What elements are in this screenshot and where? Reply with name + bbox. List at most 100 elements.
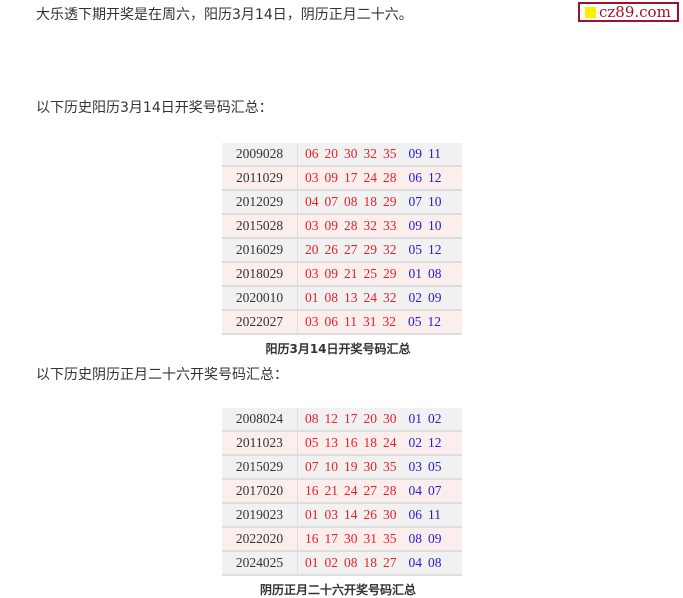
blue-ball: 02 xyxy=(408,290,423,305)
red-ball: 29 xyxy=(383,194,397,209)
red-ball: 06 xyxy=(305,146,319,161)
red-ball: 12 xyxy=(324,411,339,426)
red-ball: 16 xyxy=(344,435,358,450)
draw-id: 2022020 xyxy=(222,527,298,552)
draw-numbers: 03 06 11 31 32 05 12 xyxy=(297,310,462,335)
red-ball: 09 xyxy=(324,170,339,185)
draw-row: 2022020 16 17 30 31 35 08 09 xyxy=(222,527,462,552)
draw-id: 2012029 xyxy=(222,190,298,215)
blue-ball: 09 xyxy=(408,146,423,161)
red-ball: 09 xyxy=(324,218,339,233)
red-ball: 24 xyxy=(363,290,378,305)
draw-row: 2016029 20 26 27 29 32 05 12 xyxy=(222,238,462,263)
red-ball: 21 xyxy=(344,266,358,281)
draw-id: 2015028 xyxy=(222,214,298,239)
red-ball: 06 xyxy=(324,314,339,329)
blue-ball: 02 xyxy=(428,411,442,426)
red-ball: 35 xyxy=(383,531,397,546)
blue-ball: 10 xyxy=(428,218,442,233)
draw-id: 2020010 xyxy=(222,286,298,311)
draw-numbers: 03 09 17 24 28 06 12 xyxy=(297,166,462,191)
red-ball: 05 xyxy=(305,435,319,450)
red-ball: 16 xyxy=(305,531,319,546)
logo-text: cz89.com xyxy=(599,3,671,21)
red-ball: 25 xyxy=(363,266,378,281)
red-ball: 31 xyxy=(363,314,377,329)
solar-results-table: 2009028 06 20 30 32 35 09 11 2011029 03 09 17 24 28 06… xyxy=(222,143,462,335)
draw-row: 2011029 03 09 17 24 28 06 12 xyxy=(222,166,462,191)
red-ball: 32 xyxy=(383,290,397,305)
blue-ball: 03 xyxy=(408,459,423,474)
lunar-results-table: 2008024 08 12 17 20 30 01 02 2011023 05 13 16 18 24 02… xyxy=(222,408,462,576)
red-ball: 21 xyxy=(324,483,339,498)
red-ball: 28 xyxy=(383,483,397,498)
blue-ball: 11 xyxy=(428,507,441,522)
red-ball: 03 xyxy=(324,507,339,522)
blue-ball: 05 xyxy=(428,459,442,474)
red-ball: 09 xyxy=(324,266,339,281)
red-ball: 03 xyxy=(305,266,319,281)
red-ball: 28 xyxy=(344,218,358,233)
red-ball: 18 xyxy=(363,435,378,450)
red-ball: 17 xyxy=(324,531,339,546)
red-ball: 08 xyxy=(344,555,358,570)
draw-numbers: 16 21 24 27 28 04 07 xyxy=(297,479,462,504)
solar-caption: 阳历3月14日开奖号码汇总 xyxy=(265,342,411,356)
red-ball: 26 xyxy=(363,507,378,522)
draw-row: 2018029 03 09 21 25 29 01 08 xyxy=(222,262,462,287)
red-ball: 26 xyxy=(324,242,339,257)
blue-ball: 06 xyxy=(408,507,423,522)
draw-row: 2024025 01 02 08 18 27 04 08 xyxy=(222,551,462,576)
red-ball: 27 xyxy=(344,242,358,257)
blue-ball: 01 xyxy=(408,266,423,281)
blue-ball: 09 xyxy=(428,531,442,546)
red-ball: 17 xyxy=(344,411,358,426)
red-ball: 35 xyxy=(383,459,397,474)
red-ball: 24 xyxy=(363,170,378,185)
red-ball: 24 xyxy=(344,483,358,498)
logo-square-icon xyxy=(585,6,596,18)
red-ball: 29 xyxy=(363,242,378,257)
draw-id: 2011029 xyxy=(222,166,298,191)
red-ball: 17 xyxy=(344,170,358,185)
draw-id: 2016029 xyxy=(222,238,298,263)
blue-ball: 09 xyxy=(428,290,442,305)
draw-numbers: 03 09 21 25 29 01 08 xyxy=(297,262,462,287)
draw-numbers: 04 07 08 18 29 07 10 xyxy=(297,190,462,215)
site-logo[interactable]: cz89.com xyxy=(578,2,679,22)
blue-ball: 01 xyxy=(408,411,423,426)
draw-row: 2015028 03 09 28 32 33 09 10 xyxy=(222,214,462,239)
red-ball: 20 xyxy=(305,242,319,257)
red-ball: 01 xyxy=(305,555,319,570)
red-ball: 32 xyxy=(363,218,378,233)
red-ball: 08 xyxy=(305,411,319,426)
draw-row: 2009028 06 20 30 32 35 09 11 xyxy=(222,143,462,167)
draw-numbers: 01 08 13 24 32 02 09 xyxy=(297,286,462,311)
draw-row: 2012029 04 07 08 18 29 07 10 xyxy=(222,190,462,215)
draw-numbers: 05 13 16 18 24 02 12 xyxy=(297,431,462,456)
red-ball: 31 xyxy=(363,531,378,546)
blue-ball: 07 xyxy=(428,483,442,498)
draw-numbers: 08 12 17 20 30 01 02 xyxy=(297,408,462,432)
blue-ball: 08 xyxy=(428,555,442,570)
red-ball: 18 xyxy=(363,194,378,209)
red-ball: 08 xyxy=(324,290,339,305)
red-ball: 32 xyxy=(382,314,397,329)
red-ball: 03 xyxy=(305,218,319,233)
blue-ball: 05 xyxy=(408,314,422,329)
blue-ball: 12 xyxy=(427,314,442,329)
intro-text: 大乐透下期开奖是在周六，阳历3月14日，阴历正月二十六。 xyxy=(36,7,413,23)
red-ball: 27 xyxy=(383,555,397,570)
red-ball: 03 xyxy=(305,314,319,329)
red-ball: 30 xyxy=(383,411,397,426)
red-ball: 18 xyxy=(363,555,378,570)
red-ball: 30 xyxy=(344,146,358,161)
draw-id: 2022027 xyxy=(222,310,298,335)
red-ball: 20 xyxy=(324,146,339,161)
red-ball: 30 xyxy=(363,459,378,474)
red-ball: 29 xyxy=(383,266,397,281)
lunar-caption: 阴历正月二十六开奖号码汇总 xyxy=(259,583,416,597)
red-ball: 16 xyxy=(305,483,319,498)
red-ball: 13 xyxy=(324,435,339,450)
red-ball: 08 xyxy=(344,194,358,209)
